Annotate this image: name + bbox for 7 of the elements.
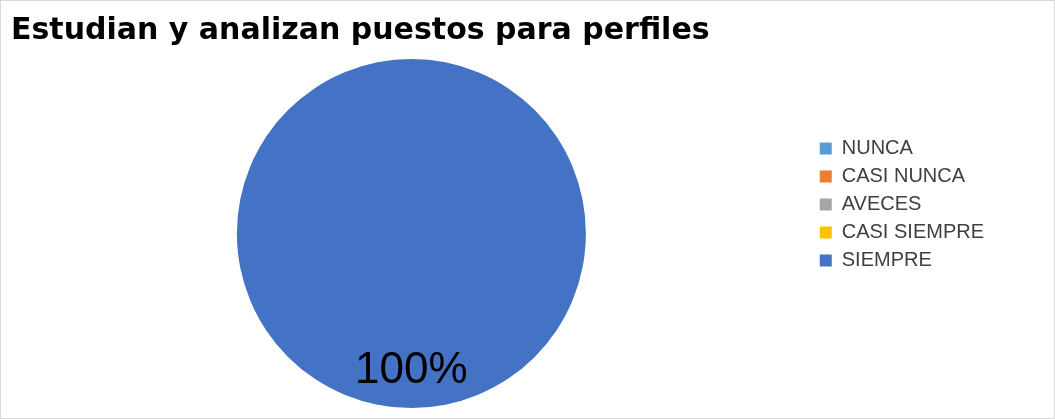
legend-label: CASI SIEMPRE — [841, 220, 985, 243]
legend-label: NUNCA — [841, 136, 914, 159]
data-label: 100% — [355, 342, 468, 392]
legend-label: AVECES — [841, 192, 922, 215]
legend-label: SIEMPRE — [841, 248, 932, 271]
chart-title: Estudian y analizan puestos para perfiles — [11, 10, 710, 46]
legend-label: CASI NUNCA — [841, 164, 966, 187]
